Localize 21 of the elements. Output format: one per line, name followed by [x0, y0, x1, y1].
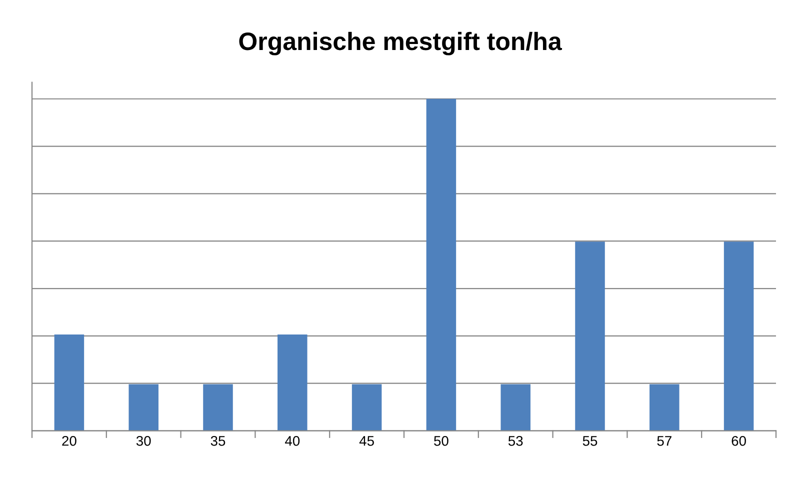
x-tick-label: 60 [732, 436, 746, 446]
bar [278, 334, 308, 431]
x-tick-label: 55 [582, 436, 598, 446]
bar [128, 384, 158, 431]
bar [54, 334, 84, 431]
bar [650, 384, 680, 431]
bar [724, 242, 754, 431]
x-tick-label: 50 [434, 436, 448, 446]
x-tick-label: 45 [359, 436, 374, 446]
bar [352, 384, 382, 431]
bar [203, 384, 233, 431]
bar [426, 98, 456, 431]
x-tick-label: 30 [136, 436, 151, 446]
x-tick-label: 40 [284, 436, 300, 446]
bar [575, 242, 605, 431]
x-tick-label: 53 [508, 436, 523, 446]
bar [500, 384, 530, 431]
x-tick-label: 20 [62, 436, 76, 446]
x-tick-label: 57 [657, 436, 672, 446]
chart-title: Organische mestgift ton/ha [239, 32, 562, 56]
x-tick-label: 35 [210, 436, 226, 446]
